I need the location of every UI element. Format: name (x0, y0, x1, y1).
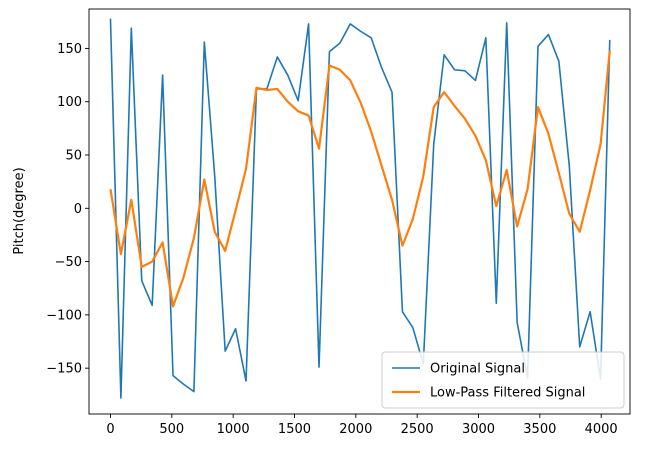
y-tick-label: 100 (57, 95, 82, 110)
series-line-1 (109, 50, 611, 308)
y-tick-label: −150 (46, 362, 82, 377)
plot-area (89, 9, 630, 414)
y-tick-label: −100 (46, 308, 82, 323)
x-tick-label: 3000 (462, 422, 495, 437)
y-tick-label: 50 (65, 149, 82, 164)
legend-box (381, 351, 625, 409)
x-tick-label: 4000 (585, 422, 618, 437)
legend-label-0: Original Signal (430, 362, 525, 377)
x-tick-label: 1500 (278, 422, 311, 437)
y-axis-label: Pitch(degree) (12, 167, 27, 254)
x-tick-label: 3500 (523, 422, 556, 437)
x-tick-label: 1000 (217, 422, 250, 437)
x-tick-label: 2000 (339, 422, 372, 437)
y-tick-label: 150 (57, 42, 82, 57)
y-axis-ticks: −150 −100 −50 0 50 100 150 (46, 42, 89, 377)
x-tick-label: 0 (106, 422, 114, 437)
y-tick-label: 0 (74, 202, 82, 217)
y-tick-label: −50 (55, 255, 82, 270)
x-tick-label: 500 (159, 422, 184, 437)
x-tick-label: 2500 (401, 422, 434, 437)
legend-label-1: Low-Pass Filtered Signal (430, 386, 585, 401)
legend: Original Signal Low-Pass Filtered Signal (381, 351, 625, 409)
axes-frame (88, 8, 631, 415)
x-axis-ticks: 0 500 1000 1500 2000 2500 3000 3500 4000 (106, 414, 618, 437)
